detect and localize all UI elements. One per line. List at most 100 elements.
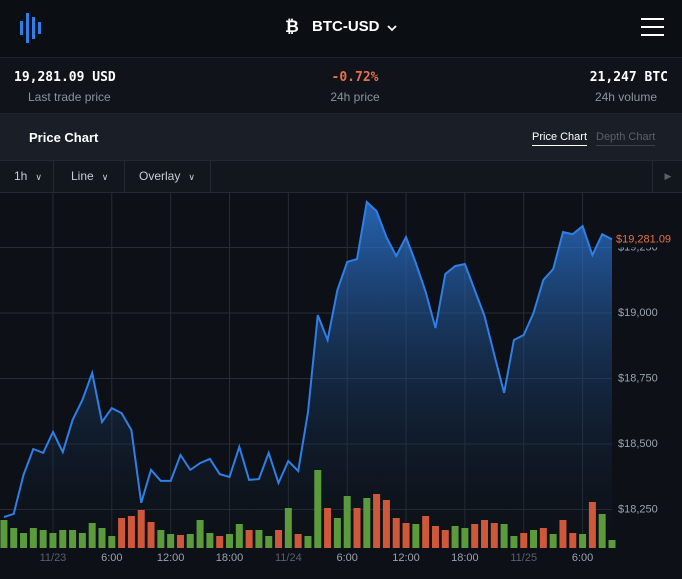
y-tick-label: $18,250 bbox=[618, 503, 658, 515]
volume-bar bbox=[539, 528, 547, 548]
volume-bar bbox=[461, 528, 469, 548]
volume-bar bbox=[127, 516, 135, 548]
volume-bar bbox=[216, 536, 224, 548]
x-tick-label: 11/25 bbox=[510, 552, 537, 564]
volume-bar bbox=[88, 523, 96, 548]
volume-bar bbox=[392, 518, 400, 548]
tab[interactable]: Price Chart bbox=[532, 131, 588, 146]
volume-bar bbox=[108, 536, 116, 548]
volume-bar bbox=[10, 528, 18, 548]
volume-bar bbox=[382, 500, 390, 548]
volume-bar bbox=[255, 530, 263, 548]
chevron bbox=[387, 25, 397, 32]
volume-bar bbox=[265, 536, 273, 548]
menu[interactable] bbox=[641, 18, 665, 38]
play[interactable]: ▶ bbox=[652, 161, 682, 192]
volume-bar bbox=[49, 533, 57, 548]
volume-bar bbox=[402, 523, 410, 548]
volume-bar bbox=[0, 520, 8, 548]
price-line bbox=[3, 200, 613, 519]
x-tick-label: 18:00 bbox=[451, 552, 479, 564]
stat-value: 21,247 BTC bbox=[589, 70, 668, 85]
volume-bar bbox=[59, 530, 67, 548]
volume-bar bbox=[78, 533, 86, 548]
x-tick-label: 11/23 bbox=[40, 552, 67, 564]
volume-bar bbox=[235, 524, 243, 548]
volume-bar bbox=[431, 526, 439, 548]
volume-bar bbox=[412, 524, 420, 548]
stat-label: 24h volume bbox=[594, 90, 657, 104]
tool-label: Line bbox=[71, 169, 94, 183]
x-tick-label: 12:00 bbox=[157, 552, 185, 564]
stat-label: 24h price bbox=[330, 90, 380, 104]
volume-bar bbox=[441, 530, 449, 548]
pair-selector[interactable]: BTC-USD bbox=[312, 18, 380, 35]
stats-bar: 19,281.09 USD Last trade price -0.72% 24… bbox=[0, 58, 682, 114]
tool-label: 1h bbox=[14, 169, 28, 183]
volume-bar bbox=[579, 534, 587, 548]
stat: 19,281.09 USD Last trade price bbox=[14, 70, 116, 104]
volume-bar bbox=[530, 530, 538, 548]
volume-bar bbox=[608, 540, 616, 548]
last-price-label: $19,281.09 bbox=[616, 233, 671, 245]
y-tick-label: $18,750 bbox=[618, 372, 658, 384]
tool-label: Overlay bbox=[139, 169, 181, 183]
volume-bar bbox=[206, 533, 214, 548]
volume-bar bbox=[186, 534, 194, 548]
volume-bar bbox=[490, 523, 498, 548]
overlay[interactable]: Overlay ∨ bbox=[125, 161, 211, 192]
last-price-tag bbox=[613, 231, 682, 248]
volume-bar bbox=[471, 524, 479, 548]
volume-bar bbox=[588, 502, 596, 548]
volume-bar bbox=[147, 522, 155, 548]
volume-bar bbox=[20, 533, 28, 548]
price-area bbox=[3, 202, 612, 548]
volume-bar bbox=[353, 508, 361, 548]
volume-bar bbox=[226, 534, 233, 548]
volume-bar bbox=[324, 508, 332, 548]
x-tick-label: 12:00 bbox=[392, 552, 420, 564]
pair-name: BTC-USD bbox=[312, 18, 380, 35]
btc-icon: ₿ bbox=[285, 17, 299, 36]
chart-type[interactable]: Line ∨ bbox=[54, 161, 125, 192]
volume-bar bbox=[373, 494, 381, 548]
top-bar: ₿ BTC-USD bbox=[0, 0, 682, 58]
volume-bar bbox=[569, 533, 577, 548]
volume-bar bbox=[363, 498, 371, 548]
volume-bar bbox=[451, 526, 459, 548]
volume-bar bbox=[559, 520, 567, 548]
toolbar: 1h ∨ Line ∨ Overlay ∨ ▶ bbox=[0, 160, 682, 193]
volume-bar bbox=[176, 535, 184, 548]
tab[interactable]: Depth Chart bbox=[596, 131, 656, 146]
x-tick-label: 6:00 bbox=[572, 552, 593, 564]
volume-bar bbox=[304, 536, 312, 548]
volume-bar bbox=[245, 530, 253, 548]
volume-bar bbox=[29, 528, 37, 548]
volume-bar bbox=[39, 530, 47, 548]
volume-bar bbox=[314, 470, 322, 548]
volume-bar bbox=[510, 536, 518, 548]
volume-bar bbox=[98, 528, 106, 548]
y-tick-label: $18,500 bbox=[618, 438, 658, 450]
interval[interactable]: 1h ∨ bbox=[0, 161, 54, 192]
volume-bar bbox=[343, 496, 351, 548]
volume-bar bbox=[294, 534, 302, 548]
stat-value: -0.72% bbox=[331, 70, 379, 85]
panel-title: Price Chart bbox=[29, 130, 99, 145]
volume-bar bbox=[481, 520, 488, 548]
panel-header: Price Chart Price Chart Depth Chart bbox=[0, 114, 682, 160]
volume-bar bbox=[167, 534, 175, 548]
volume-bar bbox=[157, 530, 165, 548]
volume-bar bbox=[333, 518, 341, 548]
volume-bar bbox=[549, 534, 557, 548]
logo[interactable] bbox=[20, 13, 44, 43]
volume-bar bbox=[118, 518, 126, 548]
volume-bar bbox=[500, 524, 508, 548]
volume-bar bbox=[598, 514, 606, 548]
volume-bar bbox=[284, 508, 292, 548]
x-tick-label: 6:00 bbox=[336, 552, 357, 564]
volume-bar bbox=[422, 516, 430, 548]
volume-bar bbox=[137, 510, 145, 548]
volume-bar bbox=[275, 530, 283, 548]
